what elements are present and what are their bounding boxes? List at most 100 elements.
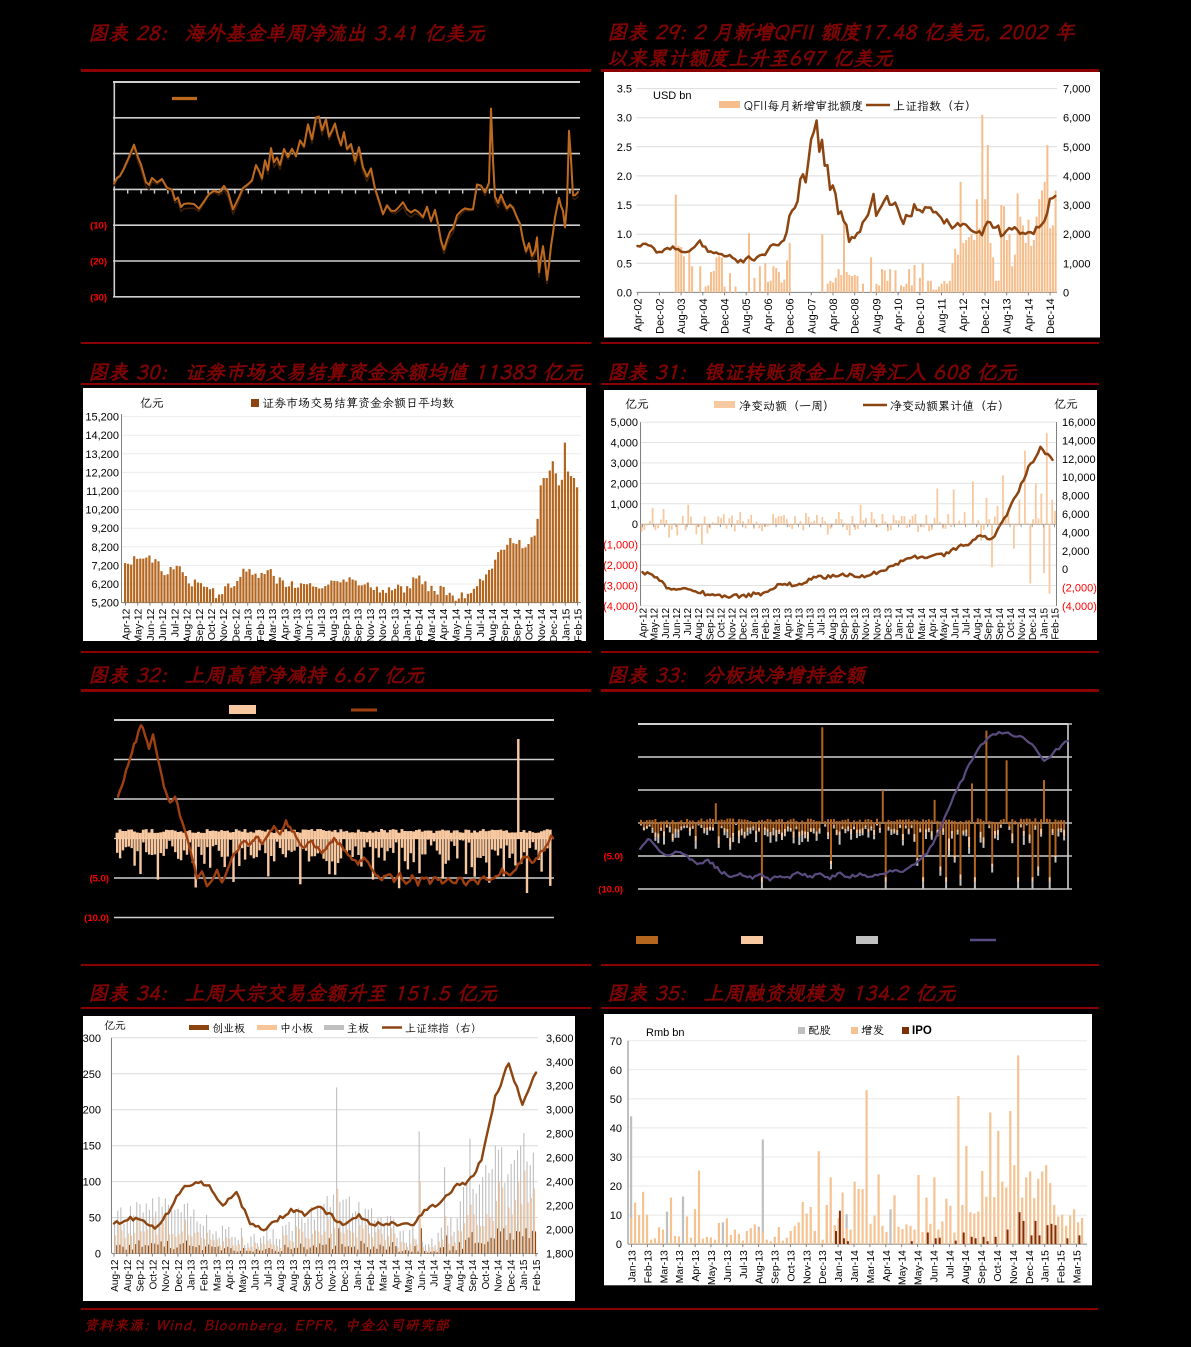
svg-text:2,000: 2,000 bbox=[1062, 546, 1090, 558]
svg-text:(10.0): (10.0) bbox=[84, 913, 109, 924]
svg-text:8,200: 8,200 bbox=[91, 542, 119, 554]
svg-text:0: 0 bbox=[616, 1239, 622, 1251]
svg-text:Jan-14: Jan-14 bbox=[833, 1250, 845, 1282]
svg-text:16,000: 16,000 bbox=[1062, 417, 1096, 429]
svg-text:(30): (30) bbox=[90, 292, 107, 303]
svg-text:May-13: May-13 bbox=[794, 607, 805, 641]
svg-text:Apr-02: Apr-02 bbox=[633, 298, 645, 331]
svg-text:150: 150 bbox=[83, 1141, 101, 1153]
svg-text:Jan-13: Jan-13 bbox=[750, 607, 761, 638]
svg-text:14,000: 14,000 bbox=[1062, 436, 1096, 448]
svg-text:(2,000): (2,000) bbox=[1062, 583, 1097, 595]
svg-text:(1,000): (1,000) bbox=[604, 540, 638, 552]
svg-text:0: 0 bbox=[632, 519, 638, 531]
svg-text:Aug-13: Aug-13 bbox=[828, 607, 839, 640]
svg-text:Mar-13: Mar-13 bbox=[267, 608, 279, 641]
svg-text:Feb-14: Feb-14 bbox=[906, 607, 917, 639]
svg-text:Aug-14: Aug-14 bbox=[455, 1259, 466, 1292]
svg-text:13,200: 13,200 bbox=[85, 449, 119, 461]
svg-text:(20): (20) bbox=[90, 257, 107, 268]
svg-text:Dec-13: Dec-13 bbox=[340, 1259, 351, 1292]
svg-text:2.5: 2.5 bbox=[617, 142, 632, 154]
svg-text:Aug-12: Aug-12 bbox=[110, 1259, 121, 1292]
svg-text:Jul-13: Jul-13 bbox=[817, 607, 828, 635]
svg-text:Feb-14: Feb-14 bbox=[414, 608, 426, 641]
svg-text:Oct-14: Oct-14 bbox=[992, 1250, 1004, 1282]
svg-text:4,000: 4,000 bbox=[1062, 527, 1090, 539]
svg-text:Oct-14: Oct-14 bbox=[524, 608, 536, 640]
svg-text:Sep-14: Sep-14 bbox=[499, 608, 511, 641]
svg-text:Jun-13: Jun-13 bbox=[304, 608, 316, 640]
svg-text:May-13: May-13 bbox=[706, 1250, 718, 1285]
svg-text:中小板: 中小板 bbox=[280, 1022, 313, 1036]
svg-text:3,000: 3,000 bbox=[610, 458, 638, 470]
svg-text:3.5: 3.5 bbox=[617, 84, 632, 96]
svg-text:11,200: 11,200 bbox=[86, 486, 119, 498]
svg-text:Jul-14: Jul-14 bbox=[430, 1259, 441, 1287]
svg-text:Jun-13: Jun-13 bbox=[806, 607, 817, 638]
svg-text:Apr-12: Apr-12 bbox=[121, 608, 133, 640]
svg-text:Jun-13: Jun-13 bbox=[722, 1250, 734, 1282]
svg-text:May-14: May-14 bbox=[450, 608, 462, 641]
svg-text:Aug-13: Aug-13 bbox=[276, 1259, 287, 1292]
svg-text:Dec-13: Dec-13 bbox=[817, 1250, 829, 1284]
svg-text:配股: 配股 bbox=[808, 1023, 831, 1038]
svg-text:Jan-14: Jan-14 bbox=[895, 607, 906, 638]
svg-text:Feb-13: Feb-13 bbox=[255, 608, 267, 641]
svg-text:(4,000): (4,000) bbox=[1062, 601, 1097, 613]
svg-text:主板: 主板 bbox=[347, 1022, 369, 1036]
svg-text:Nov-12: Nov-12 bbox=[728, 607, 739, 640]
svg-text:Nov-13: Nov-13 bbox=[365, 608, 377, 641]
svg-text:50: 50 bbox=[610, 1094, 622, 1106]
svg-text:100: 100 bbox=[83, 1177, 101, 1189]
svg-text:Nov-13: Nov-13 bbox=[377, 608, 389, 641]
svg-text:Jan-15: Jan-15 bbox=[1040, 1250, 1052, 1282]
svg-text:Mar-13: Mar-13 bbox=[212, 1259, 223, 1291]
svg-text:Nov-12: Nov-12 bbox=[161, 1259, 172, 1292]
svg-text:Nov-14: Nov-14 bbox=[494, 1259, 505, 1292]
svg-text:6,200: 6,200 bbox=[91, 579, 119, 591]
svg-text:May-14: May-14 bbox=[404, 1259, 415, 1293]
svg-text:Jan-15: Jan-15 bbox=[560, 608, 572, 640]
svg-text:IPO: IPO bbox=[912, 1025, 932, 1037]
svg-text:5,000: 5,000 bbox=[610, 417, 638, 429]
svg-text:15,200: 15,200 bbox=[85, 412, 119, 424]
svg-text:0: 0 bbox=[1062, 564, 1068, 576]
svg-text:2.0: 2.0 bbox=[617, 171, 632, 183]
svg-text:2,000: 2,000 bbox=[610, 478, 638, 490]
svg-text:Jan-15: Jan-15 bbox=[519, 1259, 530, 1290]
svg-text:Dec-10: Dec-10 bbox=[915, 298, 927, 333]
svg-text:May-14: May-14 bbox=[897, 1250, 909, 1285]
svg-text:Feb-15: Feb-15 bbox=[1056, 1250, 1068, 1283]
svg-text:0.5: 0.5 bbox=[617, 258, 632, 270]
svg-text:Sep-12: Sep-12 bbox=[136, 1259, 147, 1292]
svg-text:8,000: 8,000 bbox=[1062, 491, 1090, 503]
svg-text:Jun-14: Jun-14 bbox=[950, 607, 961, 638]
svg-text:3.0: 3.0 bbox=[617, 113, 632, 125]
svg-text:净变动额累计值（右）: 净变动额累计值（右） bbox=[890, 399, 1010, 414]
svg-text:Jul-13: Jul-13 bbox=[738, 1250, 750, 1279]
svg-text:3,400: 3,400 bbox=[546, 1057, 574, 1069]
svg-text:Dec-14: Dec-14 bbox=[1024, 1250, 1036, 1284]
svg-text:Jan-13: Jan-13 bbox=[187, 1259, 198, 1290]
svg-text:Mar-13: Mar-13 bbox=[674, 1250, 686, 1283]
svg-text:0: 0 bbox=[95, 1249, 101, 1261]
svg-text:Sep-14: Sep-14 bbox=[976, 1250, 988, 1284]
svg-text:Apr-14: Apr-14 bbox=[881, 1250, 893, 1282]
svg-text:12,200: 12,200 bbox=[85, 467, 119, 479]
svg-text:60: 60 bbox=[610, 1065, 622, 1077]
svg-text:USD bn: USD bn bbox=[653, 90, 692, 102]
svg-text:Jan-14: Jan-14 bbox=[849, 1250, 861, 1282]
svg-text:Jul-13: Jul-13 bbox=[264, 1259, 275, 1287]
svg-text:300: 300 bbox=[83, 1033, 101, 1045]
svg-text:Dec-04: Dec-04 bbox=[720, 298, 732, 333]
svg-text:May-12: May-12 bbox=[133, 608, 145, 641]
svg-text:Apr-13: Apr-13 bbox=[225, 1259, 236, 1289]
svg-text:Nov-13: Nov-13 bbox=[872, 607, 883, 640]
svg-text:Dec-14: Dec-14 bbox=[548, 608, 560, 641]
svg-text:May-14: May-14 bbox=[913, 1250, 925, 1285]
svg-text:40: 40 bbox=[610, 1123, 622, 1135]
svg-text:亿元: 亿元 bbox=[625, 397, 649, 412]
svg-text:Apr-13: Apr-13 bbox=[690, 1250, 702, 1282]
svg-text:Nov-13: Nov-13 bbox=[327, 1259, 338, 1292]
